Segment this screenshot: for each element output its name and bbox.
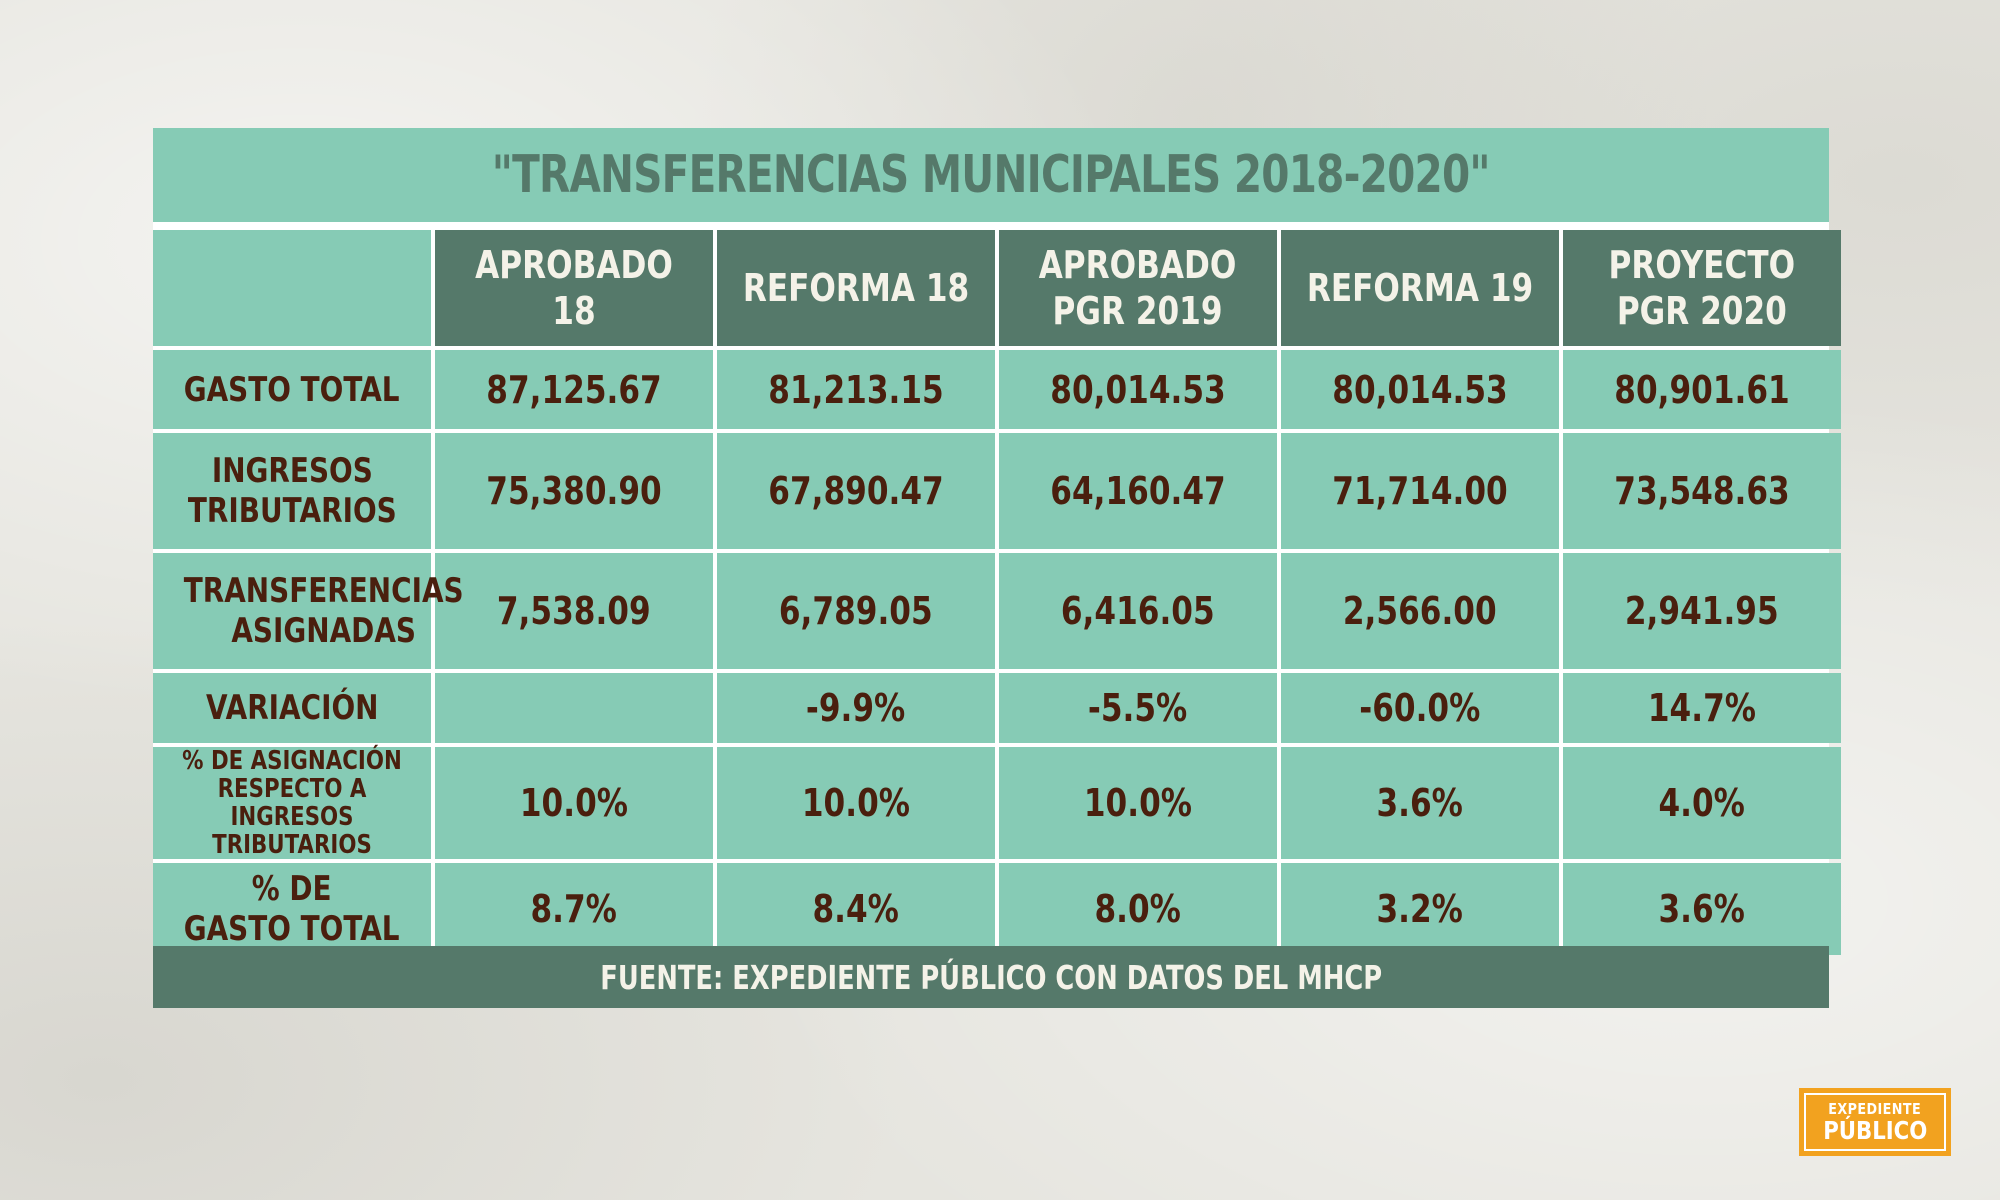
table-row: INGRESOS TRIBUTARIOS 75,380.90 67,890.47…: [153, 433, 1841, 549]
table-cell: 3.6%: [1281, 747, 1559, 859]
column-header-label: APROBADO 18: [475, 243, 673, 333]
table-cell: 8.7%: [435, 863, 713, 955]
table-cell: 87,125.67: [435, 350, 713, 429]
table-cell: -9.9%: [717, 673, 995, 743]
table-cell: 64,160.47: [999, 433, 1277, 549]
column-header-label: APROBADO PGR 2019: [1039, 243, 1237, 333]
table-cell: 80,014.53: [999, 350, 1277, 429]
row-label: TRANSFERENCIAS ASIGNADAS: [153, 553, 464, 669]
table-cell: 80,901.61: [1563, 350, 1841, 429]
data-table: APROBADO 18 REFORMA 18 APROBADO PGR 2019…: [149, 226, 1845, 959]
infographic-card: "TRANSFERENCIAS MUNICIPALES 2018-2020" A…: [153, 128, 1841, 1008]
row-label: GASTO TOTAL: [153, 350, 431, 429]
table-cell: 8.4%: [717, 863, 995, 955]
source-bar: FUENTE: EXPEDIENTE PÚBLICO CON DATOS DEL…: [153, 946, 1829, 1008]
table-row: VARIACIÓN -9.9% -5.5% -60.0% 14.7%: [153, 673, 1841, 743]
column-header: APROBADO PGR 2019: [999, 230, 1277, 346]
column-header: PROYECTO PGR 2020: [1563, 230, 1841, 346]
logo-line2: PÚBLICO: [1822, 1115, 1928, 1145]
table-cell: 3.2%: [1281, 863, 1559, 955]
table-cell: 8.0%: [999, 863, 1277, 955]
table-cell: 3.6%: [1563, 863, 1841, 955]
row-label: VARIACIÓN: [153, 673, 431, 743]
table-cell: 81,213.15: [717, 350, 995, 429]
table-cell: 10.0%: [435, 747, 713, 859]
column-header-label: REFORMA 19: [1306, 266, 1534, 310]
table-cell: -60.0%: [1281, 673, 1559, 743]
page-title: "TRANSFERENCIAS MUNICIPALES 2018-2020": [491, 145, 1491, 205]
header-row: APROBADO 18 REFORMA 18 APROBADO PGR 2019…: [153, 230, 1841, 346]
row-label: INGRESOS TRIBUTARIOS: [153, 433, 431, 549]
source-note: FUENTE: EXPEDIENTE PÚBLICO CON DATOS DEL…: [600, 957, 1382, 997]
table-cell: 14.7%: [1563, 673, 1841, 743]
table-cell: -5.5%: [999, 673, 1277, 743]
table-cell: 80,014.53: [1281, 350, 1559, 429]
expediente-publico-logo: EXPEDIENTE PÚBLICO: [1799, 1088, 1951, 1156]
table-cell: 71,714.00: [1281, 433, 1559, 549]
title-bar: "TRANSFERENCIAS MUNICIPALES 2018-2020": [153, 128, 1829, 222]
table-row: % DE ASIGNACIÓN RESPECTO A INGRESOS TRIB…: [153, 747, 1841, 859]
table-row: TRANSFERENCIAS ASIGNADAS 7,538.09 6,789.…: [153, 553, 1841, 669]
table-cell: 73,548.63: [1563, 433, 1841, 549]
table-cell: 7,538.09: [435, 553, 713, 669]
column-header-label: PROYECTO PGR 2020: [1608, 243, 1796, 333]
corner-cell: [153, 230, 431, 346]
logo-line1: EXPEDIENTE: [1828, 1099, 1922, 1118]
table-cell: 4.0%: [1563, 747, 1841, 859]
table-cell: [435, 673, 713, 743]
table-cell: 2,941.95: [1563, 553, 1841, 669]
table-cell: 6,789.05: [717, 553, 995, 669]
table-cell: 6,416.05: [999, 553, 1277, 669]
table-cell: 75,380.90: [435, 433, 713, 549]
column-header: REFORMA 18: [717, 230, 995, 346]
table-row: GASTO TOTAL 87,125.67 81,213.15 80,014.5…: [153, 350, 1841, 429]
column-header-label: REFORMA 18: [742, 266, 970, 310]
logo-frame: EXPEDIENTE PÚBLICO: [1804, 1093, 1946, 1151]
table-cell: 10.0%: [999, 747, 1277, 859]
column-header: APROBADO 18: [435, 230, 713, 346]
table-cell: 67,890.47: [717, 433, 995, 549]
table-row: % DE GASTO TOTAL 8.7% 8.4% 8.0% 3.2% 3.6…: [153, 863, 1841, 955]
table-cell: 10.0%: [717, 747, 995, 859]
row-label: % DE ASIGNACIÓN RESPECTO A INGRESOS TRIB…: [153, 747, 431, 859]
row-label: % DE GASTO TOTAL: [153, 863, 431, 955]
column-header: REFORMA 19: [1281, 230, 1559, 346]
table-cell: 2,566.00: [1281, 553, 1559, 669]
